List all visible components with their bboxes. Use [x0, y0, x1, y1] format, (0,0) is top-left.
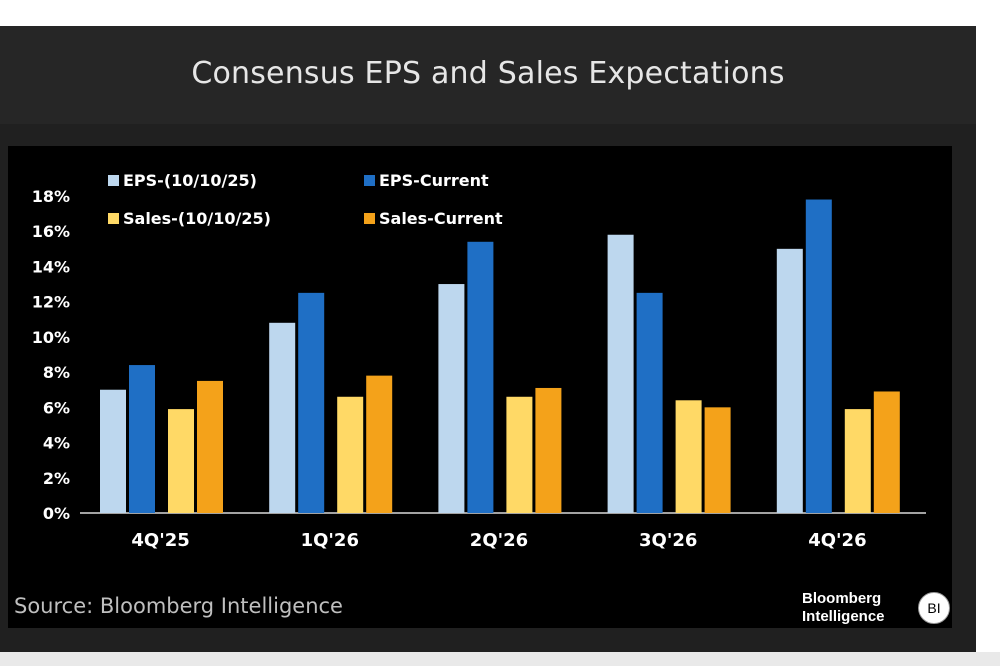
- y-tick-label: 16%: [32, 222, 70, 241]
- legend-item-eps-current: EPS-Current: [364, 170, 489, 190]
- frame-top: [0, 0, 1000, 26]
- bloomberg-intelligence-logo: Bloomberg Intelligence BI: [802, 588, 952, 632]
- x-tick-label: 1Q'26: [301, 530, 359, 551]
- legend-swatch-sales-current: [364, 212, 375, 224]
- y-tick-label: 14%: [32, 257, 70, 276]
- legend-label-eps-current: EPS-Current: [379, 170, 489, 190]
- bar-3-0: [197, 380, 223, 513]
- y-tick-label: 4%: [43, 434, 70, 453]
- bar-0-0: [100, 389, 126, 513]
- chart-panel: 0% 2% 4% 6% 8% 10% 12% 14% 16% 18% 4Q'25 1Q'26 2Q'26…: [8, 146, 952, 628]
- bar-2-0: [168, 409, 194, 513]
- page-title: Consensus EPS and Sales Expectations: [191, 55, 785, 91]
- bar-2-3: [675, 400, 702, 513]
- legend-item-sales-prior: Sales-(10/10/25): [108, 208, 271, 228]
- legend-item-sales-current: Sales-Current: [364, 208, 503, 228]
- x-tick-label: 4Q'26: [808, 530, 866, 551]
- x-tick-label: 4Q'25: [131, 530, 189, 551]
- bar-1-4: [805, 199, 832, 513]
- y-tick-label: 8%: [43, 363, 70, 382]
- bar-3-4: [873, 391, 900, 513]
- legend-swatch-eps-prior: [108, 174, 119, 186]
- bar-0-4: [776, 248, 803, 513]
- legend-item-eps-prior: EPS-(10/10/25): [108, 170, 257, 190]
- x-tick-label: 2Q'26: [470, 530, 528, 551]
- bar-1-3: [636, 292, 663, 513]
- legend-swatch-sales-prior: [108, 212, 119, 224]
- legend-label-sales-current: Sales-Current: [379, 208, 503, 228]
- y-tick-label: 6%: [43, 398, 70, 417]
- bar-0-1: [269, 322, 296, 513]
- bar-3-2: [535, 387, 562, 513]
- y-tick-label: 10%: [32, 328, 70, 347]
- x-tick-label: 3Q'26: [639, 530, 697, 551]
- brand-name-line2: Intelligence: [802, 608, 885, 625]
- bar-0-3: [607, 234, 634, 513]
- bi-badge-icon: BI: [918, 592, 950, 624]
- y-tick-label: 18%: [32, 187, 70, 206]
- bar-3-1: [366, 375, 393, 513]
- bar-2-1: [337, 396, 364, 513]
- brand-name-line1: Bloomberg: [802, 590, 882, 607]
- bar-2-4: [844, 409, 871, 513]
- bar-3-3: [704, 407, 731, 513]
- bar-1-2: [467, 241, 494, 513]
- y-tick-label: 2%: [43, 469, 70, 488]
- right-strip: [976, 26, 1000, 666]
- bottom-strip: [0, 652, 1000, 666]
- legend-label-sales-prior: Sales-(10/10/25): [123, 208, 271, 228]
- bar-0-2: [438, 284, 465, 513]
- bar-chart: 0% 2% 4% 6% 8% 10% 12% 14% 16% 18% 4Q'25 1Q'26 2Q'26…: [32, 187, 926, 551]
- source-note: Source: Bloomberg Intelligence: [14, 594, 343, 618]
- bar-1-1: [298, 292, 325, 513]
- y-tick-label: 0%: [43, 504, 70, 523]
- title-bar: Consensus EPS and Sales Expectations: [0, 26, 976, 124]
- legend-swatch-eps-current: [364, 174, 375, 186]
- bar-1-0: [129, 365, 155, 513]
- y-tick-label: 12%: [32, 293, 70, 312]
- bar-2-2: [506, 396, 533, 513]
- legend-label-eps-prior: EPS-(10/10/25): [123, 170, 257, 190]
